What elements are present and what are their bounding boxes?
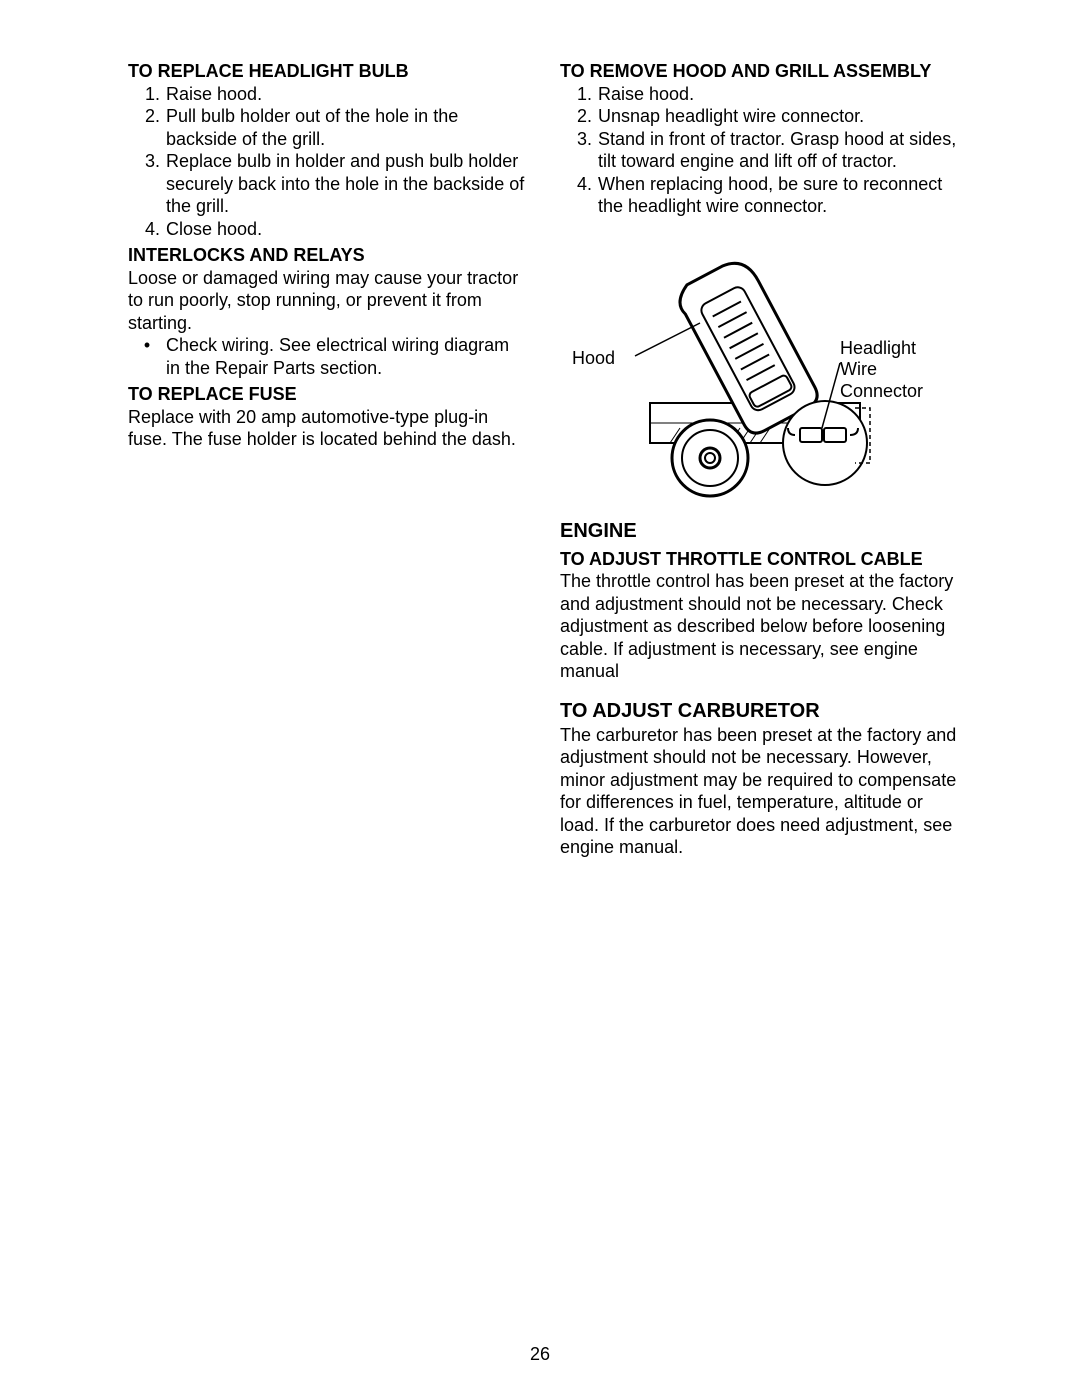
list-remove-hood: 1.Raise hood. 2.Unsnap headlight wire co… (560, 83, 960, 218)
list-text: Unsnap headlight wire connector. (598, 105, 960, 128)
list-item: •Check wiring. See electrical wiring dia… (128, 334, 528, 379)
bullet-icon: • (128, 334, 166, 379)
para-interlocks: Loose or damaged wiring may cause your t… (128, 267, 528, 335)
marker: 2. (560, 105, 598, 128)
list-replace-headlight: 1.Raise hood. 2.Pull bulb holder out of … (128, 83, 528, 241)
list-text: Raise hood. (166, 83, 528, 106)
hood-diagram: Hood HeadlightWireConnector (560, 228, 960, 503)
list-item: 4.When replacing hood, be sure to re­con… (560, 173, 960, 218)
diagram-svg (600, 228, 920, 503)
page-number: 26 (0, 1344, 1080, 1365)
bullets-interlocks: •Check wiring. See electrical wiring dia… (128, 334, 528, 379)
marker: 3. (128, 150, 166, 218)
heading-remove-hood: TO REMOVE HOOD AND GRILL AS­SEMBLY (560, 60, 960, 83)
list-item: 2.Pull bulb holder out of the hole in th… (128, 105, 528, 150)
marker: 4. (560, 173, 598, 218)
marker: 3. (560, 128, 598, 173)
para-carburetor: The carburetor has been preset at the fa… (560, 724, 960, 859)
marker: 1. (560, 83, 598, 106)
left-column: TO REPLACE HEADLIGHT BULB 1.Raise hood. … (128, 56, 528, 859)
list-text: Replace bulb in holder and push bulb hol… (166, 150, 528, 218)
para-throttle: The throttle control has been preset at … (560, 570, 960, 683)
list-item: 1.Raise hood. (560, 83, 960, 106)
heading-engine: ENGINE (560, 519, 960, 544)
list-text: Close hood. (166, 218, 528, 241)
list-item: 3.Stand in front of tractor. Grasp hood … (560, 128, 960, 173)
list-text: Pull bulb holder out of the hole in the … (166, 105, 528, 150)
marker: 4. (128, 218, 166, 241)
heading-replace-headlight: TO REPLACE HEADLIGHT BULB (128, 60, 528, 83)
list-item: 1.Raise hood. (128, 83, 528, 106)
heading-interlocks: INTERLOCKS AND RELAYS (128, 244, 528, 267)
right-column: TO REMOVE HOOD AND GRILL AS­SEMBLY 1.Rai… (560, 56, 960, 859)
list-item: 4.Close hood. (128, 218, 528, 241)
list-text: When replacing hood, be sure to re­conne… (598, 173, 960, 218)
page-content: TO REPLACE HEADLIGHT BULB 1.Raise hood. … (0, 0, 1080, 859)
list-text: Check wiring. See electrical wiring diag… (166, 334, 528, 379)
heading-throttle: TO ADJUST THROTTLE CONTROL CABLE (560, 548, 960, 571)
list-item: 2.Unsnap headlight wire connector. (560, 105, 960, 128)
marker: 2. (128, 105, 166, 150)
heading-replace-fuse: TO REPLACE FUSE (128, 383, 528, 406)
heading-carburetor: TO ADJUST CARBURETOR (560, 699, 960, 724)
list-item: 3.Replace bulb in holder and push bulb h… (128, 150, 528, 218)
para-replace-fuse: Replace with 20 amp automotive-type plug… (128, 406, 528, 451)
list-text: Stand in front of tractor. Grasp hood at… (598, 128, 960, 173)
list-text: Raise hood. (598, 83, 960, 106)
marker: 1. (128, 83, 166, 106)
